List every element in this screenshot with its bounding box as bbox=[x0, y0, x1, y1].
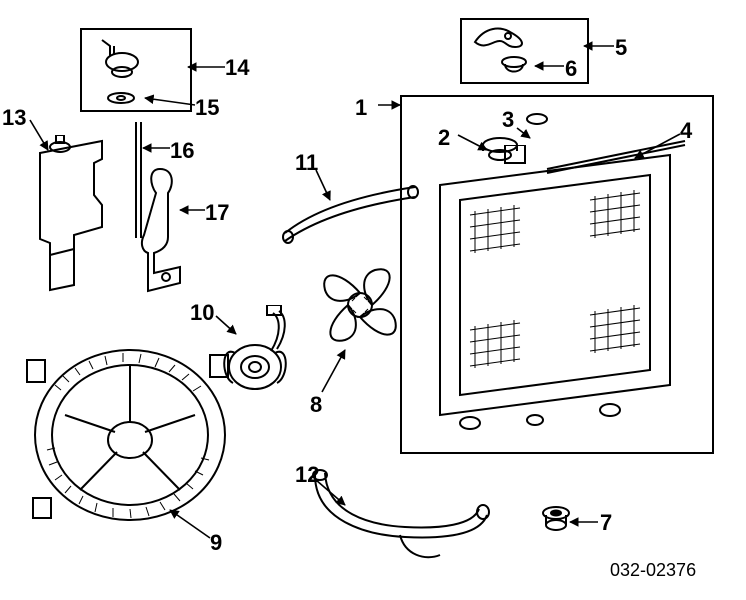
bracket-17-art bbox=[140, 165, 200, 295]
lower-hose-art bbox=[305, 465, 495, 570]
callout-6: 6 bbox=[565, 56, 577, 82]
drain-plug-art bbox=[540, 505, 572, 533]
seal-strip-art bbox=[545, 135, 695, 175]
radiator-cap-art bbox=[480, 135, 520, 165]
callout-13: 13 bbox=[2, 105, 26, 131]
washer-15-art bbox=[105, 90, 137, 106]
fan-shroud-art bbox=[25, 330, 235, 540]
callout-1: 1 bbox=[355, 95, 367, 121]
callout-16: 16 bbox=[170, 138, 194, 164]
upper-hose-art bbox=[280, 185, 420, 245]
callout-5: 5 bbox=[615, 35, 627, 61]
callout-15: 15 bbox=[195, 95, 219, 121]
callout-12: 12 bbox=[295, 462, 319, 488]
bracket-clip-art bbox=[470, 22, 535, 52]
callout-3: 3 bbox=[502, 107, 514, 133]
callout-11: 11 bbox=[295, 150, 318, 176]
callout-2: 2 bbox=[438, 125, 450, 151]
fan-blade-art bbox=[300, 245, 420, 365]
o-ring-art bbox=[525, 112, 549, 126]
callout-17: 17 bbox=[205, 200, 229, 226]
diagram-part-number: 032-02376 bbox=[610, 560, 696, 581]
callout-7: 7 bbox=[600, 510, 612, 536]
radiator-art bbox=[410, 145, 700, 445]
callout-10: 10 bbox=[190, 300, 214, 326]
callout-9: 9 bbox=[210, 530, 222, 556]
callout-8: 8 bbox=[310, 392, 322, 418]
callout-14: 14 bbox=[225, 55, 249, 81]
reservoir-tank-art bbox=[32, 135, 117, 295]
callout-4: 4 bbox=[680, 118, 692, 144]
grommet-6-art bbox=[498, 54, 530, 78]
diagram-stage: 1 2 3 4 5 6 7 8 9 10 11 12 13 14 15 16 1… bbox=[0, 0, 746, 600]
cap-14-art bbox=[88, 34, 148, 86]
fan-motor-art bbox=[215, 305, 305, 405]
